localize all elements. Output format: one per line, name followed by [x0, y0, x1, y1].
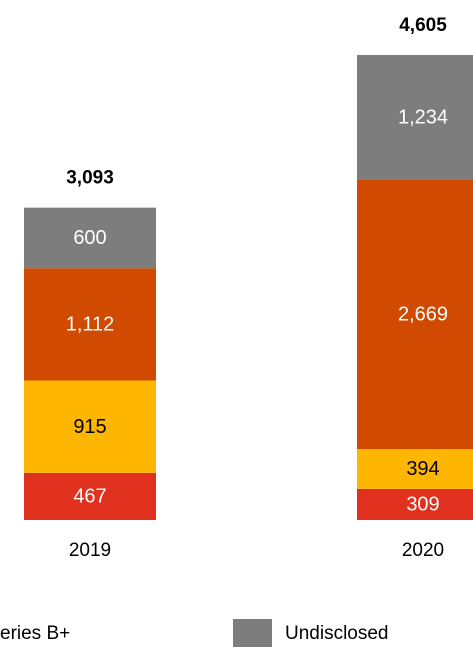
legend-label: eries B+ [0, 623, 70, 644]
bar-segment [357, 55, 473, 180]
segment-label: 2,669 [398, 304, 448, 326]
segment-label: 309 [406, 494, 439, 516]
total-label: 4,605 [399, 15, 447, 36]
x-tick-label: 2020 [402, 540, 444, 561]
segment-label: 1,234 [398, 107, 448, 129]
total-label: 3,093 [66, 168, 114, 189]
bar-segment [357, 449, 473, 489]
segment-label: 1,112 [66, 314, 115, 336]
legend-swatch [233, 619, 272, 647]
segment-label: 915 [73, 416, 106, 438]
segment-label: 600 [73, 227, 106, 249]
bar-segment [357, 488, 473, 520]
legend-label: Undisclosed [285, 623, 389, 644]
bar-segment [24, 268, 156, 381]
bar-segment [357, 179, 473, 450]
segment-label: 394 [406, 458, 439, 480]
bar-segment [24, 380, 156, 473]
bar-segment [24, 472, 156, 520]
bar-segment [24, 207, 156, 269]
segment-label: 467 [73, 486, 106, 508]
x-tick-label: 2019 [69, 540, 111, 561]
